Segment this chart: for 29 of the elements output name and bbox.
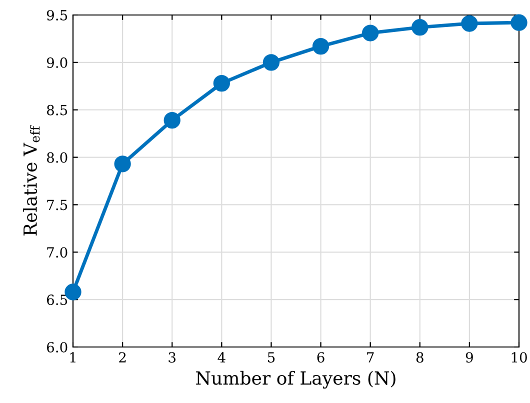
y-tick-label: 6.5 [46, 294, 68, 306]
point [213, 74, 230, 92]
x-tick-label: 8 [416, 352, 424, 363]
y-tick-label: 6.0 [46, 342, 68, 352]
point [114, 156, 131, 172]
y-tick-label: 7.5 [47, 200, 68, 210]
y-tick-label: 7.0 [47, 247, 68, 258]
point [262, 54, 280, 71]
point [164, 112, 180, 129]
x-axis-title: Number of Layers (N) [196, 370, 396, 389]
point [312, 38, 330, 55]
y-tick-label: 9.0 [46, 57, 68, 68]
y-axis-title: Relative V$_{eff}$ [23, 125, 40, 236]
point [412, 19, 428, 36]
y-tick-label: 8.5 [46, 104, 68, 116]
y-tick-label: 9.5 [46, 10, 68, 20]
x-tick-label: 10 [512, 352, 527, 363]
x-tick-label: 6 [317, 352, 324, 363]
x-tick-label: 4 [218, 352, 226, 362]
x-tick-label: 9 [466, 352, 473, 363]
point [461, 15, 478, 32]
x-tick-label: 3 [168, 352, 176, 363]
y-tick-label: 8.0 [46, 152, 68, 163]
point [362, 24, 379, 42]
point [510, 14, 528, 31]
x-tick-label: 1 [70, 352, 76, 362]
x-tick-label: 2 [119, 352, 126, 362]
x-tick-label: 5 [268, 352, 275, 363]
x-tick-label: 7 [367, 352, 374, 362]
